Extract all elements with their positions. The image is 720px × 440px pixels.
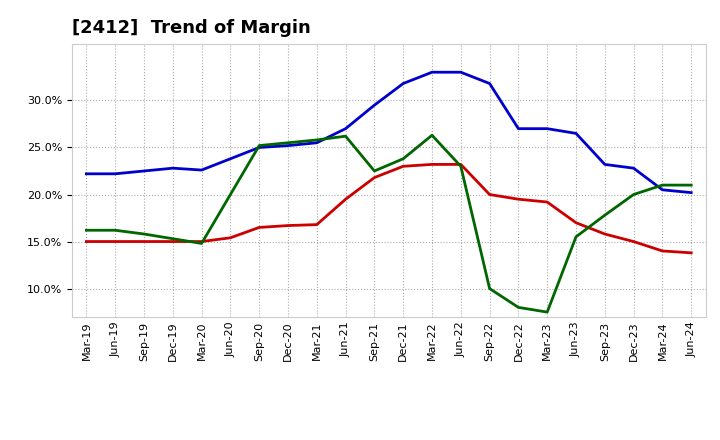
Operating Cashflow [168,236,177,242]
Ordinary Income [572,131,580,136]
Net Income [629,239,638,244]
Ordinary Income [140,169,148,174]
Ordinary Income [543,126,552,131]
Net Income [312,222,321,227]
Ordinary Income [399,81,408,86]
Operating Cashflow [370,169,379,174]
Operating Cashflow [428,132,436,138]
Operating Cashflow [284,140,292,145]
Net Income [514,197,523,202]
Net Income [572,220,580,225]
Net Income [658,248,667,253]
Operating Cashflow [226,192,235,197]
Ordinary Income [168,165,177,171]
Net Income [485,192,494,197]
Ordinary Income [600,162,609,167]
Operating Cashflow [485,286,494,291]
Operating Cashflow [456,164,465,169]
Net Income [600,231,609,237]
Net Income [111,239,120,244]
Operating Cashflow [312,137,321,143]
Operating Cashflow [629,192,638,197]
Net Income [543,199,552,205]
Text: [2412]  Trend of Margin: [2412] Trend of Margin [72,19,311,37]
Operating Cashflow [572,234,580,239]
Ordinary Income [312,140,321,145]
Ordinary Income [658,187,667,192]
Net Income [226,235,235,240]
Net Income [341,197,350,202]
Operating Cashflow [543,309,552,315]
Ordinary Income [226,156,235,161]
Net Income [399,164,408,169]
Net Income [284,223,292,228]
Net Income [370,175,379,180]
Line: Ordinary Income: Ordinary Income [86,72,691,193]
Operating Cashflow [687,183,696,188]
Operating Cashflow [514,305,523,310]
Ordinary Income [284,143,292,148]
Line: Operating Cashflow: Operating Cashflow [86,135,691,312]
Ordinary Income [82,171,91,176]
Net Income [140,239,148,244]
Net Income [428,162,436,167]
Operating Cashflow [600,213,609,218]
Operating Cashflow [255,143,264,148]
Ordinary Income [629,165,638,171]
Ordinary Income [341,126,350,131]
Operating Cashflow [399,156,408,161]
Ordinary Income [456,70,465,75]
Operating Cashflow [82,227,91,233]
Ordinary Income [370,103,379,108]
Ordinary Income [111,171,120,176]
Ordinary Income [428,70,436,75]
Ordinary Income [514,126,523,131]
Net Income [197,239,206,244]
Operating Cashflow [140,231,148,237]
Operating Cashflow [197,241,206,246]
Ordinary Income [687,190,696,195]
Net Income [255,225,264,230]
Net Income [687,250,696,256]
Ordinary Income [197,167,206,172]
Operating Cashflow [111,227,120,233]
Operating Cashflow [658,183,667,188]
Net Income [168,239,177,244]
Net Income [82,239,91,244]
Ordinary Income [255,145,264,150]
Operating Cashflow [341,134,350,139]
Line: Net Income: Net Income [86,165,691,253]
Net Income [456,162,465,167]
Ordinary Income [485,81,494,86]
